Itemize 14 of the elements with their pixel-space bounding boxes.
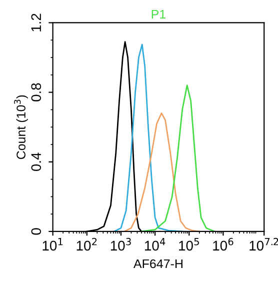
- x-tick-label: 10$^{2}$: [76, 238, 97, 251]
- y-tick-label: 0: [31, 228, 42, 235]
- x-tick-label: 10$^{6}$: [213, 238, 234, 251]
- y-axis-title: Count (10$^{3}$): [14, 95, 28, 160]
- chart-title: P1: [152, 10, 166, 19]
- x-tick-label: 10$^{1}$: [42, 238, 63, 251]
- y-tick-label: 0.4: [31, 152, 42, 171]
- x-axis-title: AF647-H: [133, 259, 182, 268]
- x-tick-label: 10$^{5}$: [179, 238, 199, 251]
- y-tick-label: 0.8: [31, 83, 42, 102]
- x-tick-label: 10$^{3}$: [110, 238, 131, 251]
- y-tick-label: 1.2: [31, 14, 41, 32]
- x-tick-label: 10$^{7.2}$: [250, 238, 278, 251]
- x-tick-label: 10$^{4}$: [145, 238, 166, 251]
